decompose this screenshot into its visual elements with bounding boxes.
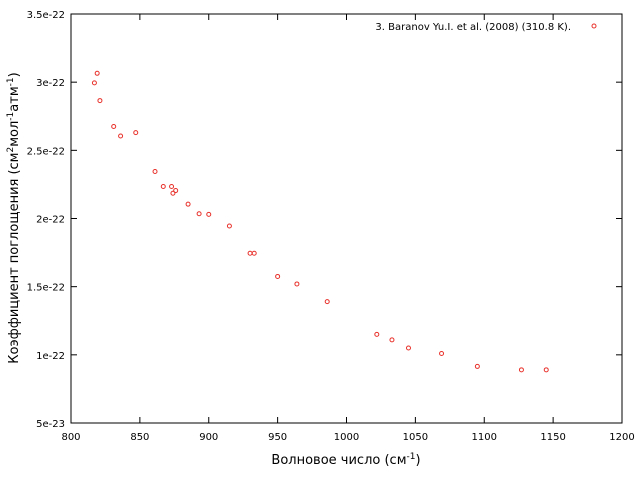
data-point [389,337,395,343]
y-tick-label: 5e-23 [36,419,65,430]
data-point [173,188,179,194]
data-point [94,70,100,76]
data-point [247,250,253,256]
data-point [152,168,158,174]
data-point [294,281,300,287]
x-tick-label: 1150 [540,432,565,443]
data-point [226,223,232,229]
data-point [111,123,117,129]
data-point [439,350,445,356]
data-point [251,250,257,256]
x-tick-label: 1200 [609,432,634,443]
x-tick-label: 1050 [403,432,428,443]
axis-ticks [70,13,623,424]
data-point [474,363,480,369]
data-point [169,183,175,189]
x-tick-labels: 800 850 900 950 1000 1050 1100 1150 1200 [61,432,634,443]
y-tick-label: 2.5e-22 [27,146,65,157]
data-point [118,133,124,139]
y-tick-labels: 5e-23 1e-22 1.5e-22 2e-22 2.5e-22 3e-22 3.5e-2… [27,10,65,430]
legend: 3. Baranov Yu.I. et al. (2008) (310.8 K)… [375,22,597,33]
y-tick-label: 1.5e-22 [27,283,65,294]
data-points [91,70,549,373]
data-point [374,331,380,337]
x-tick-label: 850 [130,432,149,443]
data-point [160,183,166,189]
legend-marker [591,23,597,29]
data-point [133,130,139,136]
data-point [324,299,330,305]
plot-frame [70,13,623,424]
legend-label: 3. Baranov Yu.I. et al. (2008) (310.8 K)… [375,22,571,33]
x-axis-title: Волновое число (см-1) [271,452,420,468]
data-point [543,367,549,373]
data-point [97,98,103,104]
x-tick-label: 900 [199,432,218,443]
data-point [518,367,524,373]
x-tick-label: 800 [61,432,80,443]
data-point [275,273,281,279]
data-point [405,345,411,351]
x-tick-label: 950 [268,432,287,443]
y-tick-label: 3e-22 [36,78,65,89]
y-tick-label: 2e-22 [36,215,65,226]
x-tick-label: 1100 [472,432,497,443]
data-point [170,190,176,196]
y-axis-title: Коэффициент поглощения (см2мол-1атм-1) [6,72,22,363]
x-tick-label: 1000 [334,432,359,443]
y-tick-label: 1e-22 [36,351,65,362]
y-tick-label: 3.5e-22 [27,10,65,21]
data-point [185,201,191,207]
data-point [206,211,212,217]
data-point [91,80,97,86]
data-point [196,211,202,217]
